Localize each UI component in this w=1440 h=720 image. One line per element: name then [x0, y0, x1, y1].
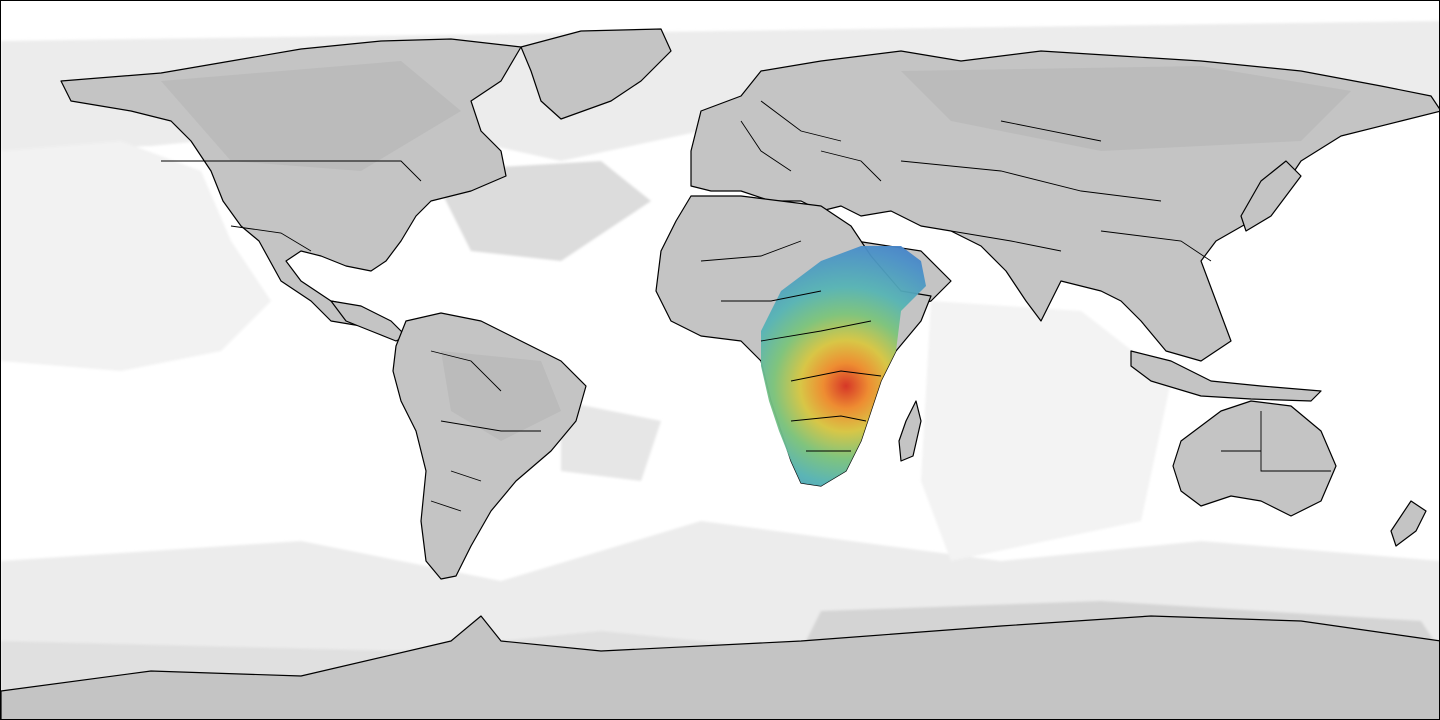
south-america — [392, 312, 587, 580]
amazon-shading — [441, 351, 561, 441]
land-shading-layer — [161, 61, 1351, 441]
mid-atlantic-sparse — [561, 401, 661, 481]
country-borders — [161, 100, 1331, 512]
us-mexico-border — [230, 225, 312, 252]
japan — [1240, 160, 1302, 232]
southeast-asia-islands — [1130, 350, 1322, 402]
us-canada-border — [161, 160, 422, 182]
australia — [1172, 400, 1337, 517]
indian-ocean-coverage — [921, 301, 1171, 561]
heatmap-layer — [761, 246, 926, 486]
europe-borders — [740, 100, 882, 182]
asia-borders — [900, 120, 1212, 262]
heatmap-africa — [761, 246, 926, 486]
siberia-shading — [901, 66, 1351, 151]
south-america-borders — [430, 350, 541, 512]
north-atlantic-sparse — [431, 161, 651, 261]
africa-borders — [700, 240, 882, 452]
australia-borders — [1221, 411, 1331, 472]
canada-shading — [161, 61, 461, 171]
greenland — [520, 28, 672, 120]
madagascar — [898, 400, 922, 462]
north-pacific-coverage — [1, 141, 271, 371]
antarctica — [1, 615, 1439, 719]
new-zealand — [1390, 500, 1427, 547]
